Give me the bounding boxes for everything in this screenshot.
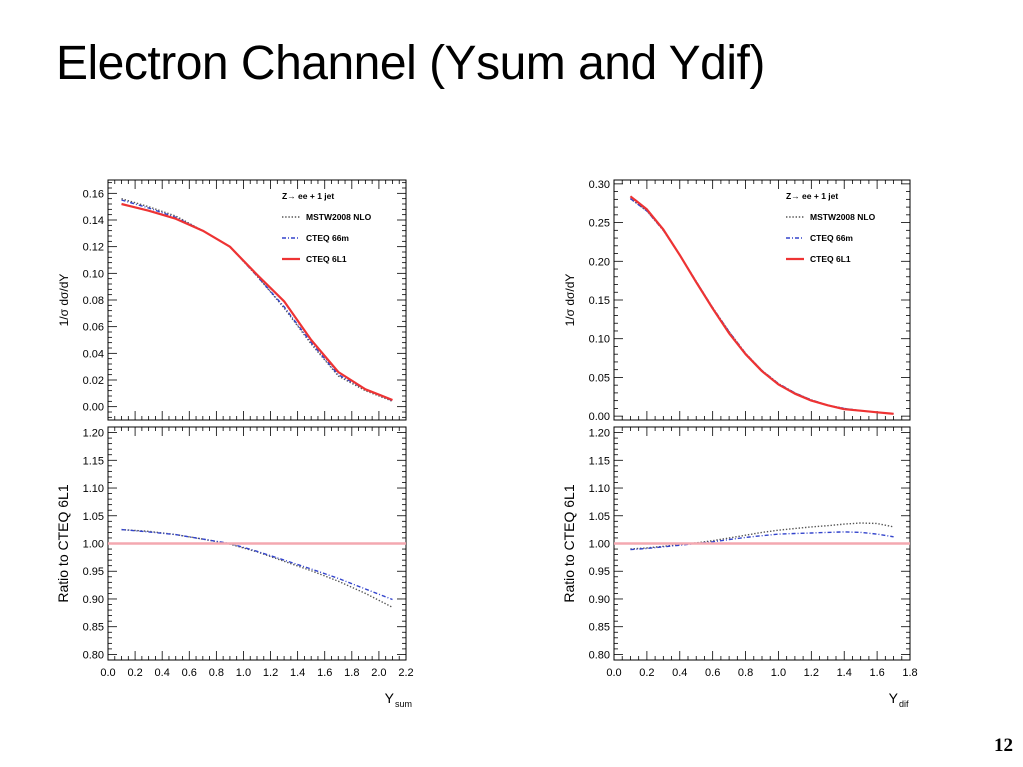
y-tick-label: 0.08 xyxy=(83,295,104,307)
y-tick-label: 0.10 xyxy=(83,268,104,280)
series-line xyxy=(629,198,894,415)
series-line xyxy=(121,202,393,402)
y-tick-label: 0.90 xyxy=(83,594,104,606)
y-tick-label: 0.12 xyxy=(83,242,104,254)
x-tick-label: 1.2 xyxy=(263,667,278,679)
legend-header: Z→ ee + 1 jet xyxy=(786,191,838,201)
y-tick-label: 0.00 xyxy=(83,402,104,414)
x-tick-label: 2.2 xyxy=(398,667,413,679)
legend-entry: CTEQ 6L1 xyxy=(306,254,347,264)
slide-title: Electron Channel (Ysum and Ydif) xyxy=(56,37,765,90)
x-tick-label: 0.6 xyxy=(182,667,197,679)
y-tick-label: 1.00 xyxy=(589,539,610,551)
y-tick-label: 1.00 xyxy=(83,539,104,551)
x-axis-label-subscript: dif xyxy=(899,699,909,709)
y-axis-label: Ratio to CTEQ 6L1 xyxy=(55,484,71,602)
x-tick-label: 2.0 xyxy=(371,667,386,679)
x-tick-label: 1.6 xyxy=(869,667,884,679)
y-tick-label: 0.14 xyxy=(83,215,104,227)
y-tick-label: 0.25 xyxy=(589,218,610,230)
y-tick-label: 1.15 xyxy=(83,455,104,467)
y-tick-label: 0.95 xyxy=(589,566,610,578)
x-tick-label: 1.8 xyxy=(902,667,917,679)
y-tick-label: 0.80 xyxy=(589,649,610,661)
series-line xyxy=(121,199,393,402)
y-tick-label: 0.20 xyxy=(589,256,610,268)
legend-entry: MSTW2008 NLO xyxy=(810,212,876,222)
x-tick-label: 0.8 xyxy=(209,667,224,679)
x-tick-label: 0.4 xyxy=(155,667,170,679)
x-tick-label: 1.2 xyxy=(804,667,819,679)
legend-entry: CTEQ 66m xyxy=(810,233,853,243)
series-line xyxy=(630,531,894,551)
y-tick-label: 1.20 xyxy=(589,428,610,440)
y-tick-label: 0.90 xyxy=(589,594,610,606)
series-line xyxy=(121,528,393,601)
x-tick-label: 1.0 xyxy=(236,667,251,679)
x-axis-label: Y xyxy=(889,690,899,706)
series-line xyxy=(629,195,894,415)
y-tick-label: 0.02 xyxy=(83,375,104,387)
y-tick-label: 1.15 xyxy=(589,455,610,467)
y-tick-label: 0.05 xyxy=(589,372,610,384)
x-tick-label: 0.8 xyxy=(738,667,753,679)
x-tick-label: 1.0 xyxy=(771,667,786,679)
y-tick-label: 0.15 xyxy=(589,295,610,307)
y-tick-label: 1.10 xyxy=(589,483,610,495)
y-tick-label: 0.85 xyxy=(589,622,610,634)
x-tick-label: 0.2 xyxy=(127,667,142,679)
series-line xyxy=(630,522,894,550)
x-axis-label-subscript: sum xyxy=(395,699,412,709)
ysum-distribution-panel: 0.00 0.02 0.04 0.06 0.08 0.10 0.12 0.14 0.16 1/σ … xyxy=(57,179,407,421)
x-tick-label: 0.0 xyxy=(606,667,621,679)
x-tick-label: 1.6 xyxy=(317,667,332,679)
legend-entry: CTEQ 6L1 xyxy=(810,254,851,264)
x-tick-label: 1.4 xyxy=(837,667,852,679)
y-tick-label: 0.80 xyxy=(83,649,104,661)
series-line xyxy=(121,528,393,608)
y-tick-label: 1.05 xyxy=(589,511,610,523)
y-axis-label: 1/σ dσ/dY xyxy=(57,274,71,327)
y-tick-label: 0.95 xyxy=(83,566,104,578)
ydif-ratio-panel: 0.80 0.85 0.90 0.95 1.00 1.05 1.10 1.15 1.20 0.0 0… xyxy=(561,426,918,709)
legend-header: Z→ ee + 1 jet xyxy=(282,191,334,201)
x-tick-label: 1.8 xyxy=(344,667,359,679)
series-line xyxy=(121,198,393,402)
x-tick-label: 0.4 xyxy=(672,667,687,679)
x-tick-label: 0.0 xyxy=(100,667,115,679)
legend-entry: MSTW2008 NLO xyxy=(306,212,372,222)
y-tick-label: 0.16 xyxy=(83,188,104,200)
y-tick-label: 0.30 xyxy=(589,179,610,191)
x-tick-label: 0.2 xyxy=(639,667,654,679)
ysum-ratio-panel: 0.80 0.85 0.90 0.95 1.00 1.05 1.10 1.15 1.20 0.0 0… xyxy=(55,426,414,709)
y-axis-label: Ratio to CTEQ 6L1 xyxy=(561,484,577,602)
ydif-distribution-panel: 0.00 0.05 0.10 0.15 0.20 0.25 0.30 1/σ dσ/dY Z→ … xyxy=(563,179,911,423)
y-tick-label: 1.05 xyxy=(83,511,104,523)
y-tick-label: 0.00 xyxy=(589,411,610,423)
x-tick-label: 0.6 xyxy=(705,667,720,679)
y-tick-label: 1.10 xyxy=(83,483,104,495)
x-tick-label: 1.4 xyxy=(290,667,305,679)
series-line xyxy=(629,198,894,415)
page-number: 12 xyxy=(994,735,1013,756)
y-tick-label: 0.10 xyxy=(589,334,610,346)
y-tick-label: 0.85 xyxy=(83,622,104,634)
y-tick-label: 0.06 xyxy=(83,322,104,334)
legend-entry: CTEQ 66m xyxy=(306,233,349,243)
y-tick-label: 0.04 xyxy=(83,348,104,360)
x-axis-label: Y xyxy=(385,690,395,706)
y-axis-label: 1/σ dσ/dY xyxy=(563,274,577,327)
y-tick-label: 1.20 xyxy=(83,428,104,440)
